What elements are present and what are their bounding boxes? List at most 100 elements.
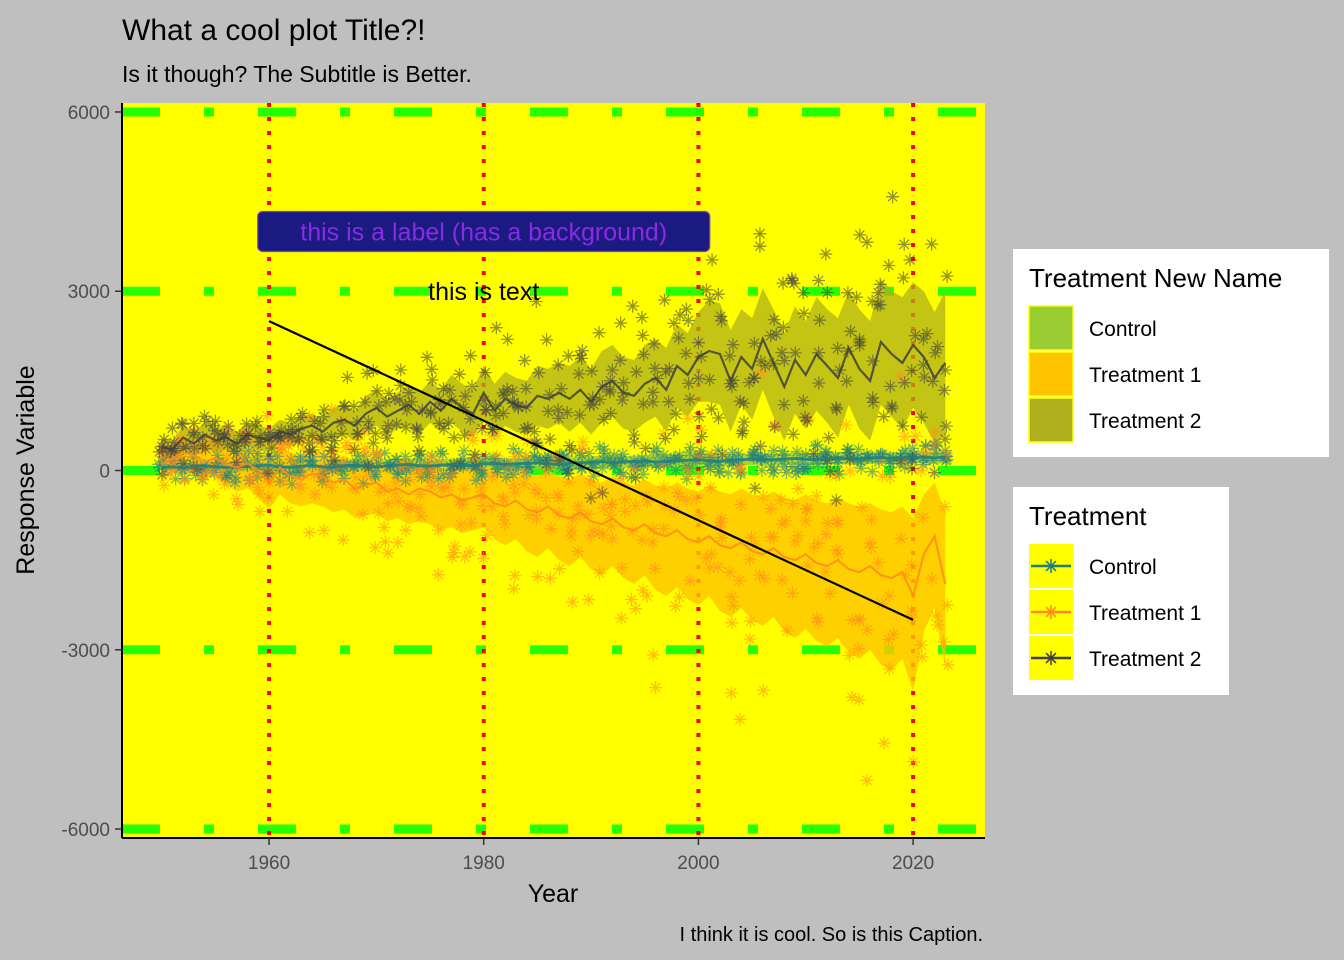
data-point bbox=[629, 602, 643, 616]
data-point bbox=[543, 388, 556, 402]
data-point bbox=[360, 366, 374, 380]
data-point bbox=[368, 541, 382, 554]
legend-key bbox=[1028, 305, 1074, 351]
data-point bbox=[693, 508, 707, 522]
data-point bbox=[905, 605, 919, 618]
data-point bbox=[821, 516, 835, 530]
data-point bbox=[306, 443, 319, 457]
data-point bbox=[629, 365, 643, 379]
data-point bbox=[296, 406, 309, 420]
data-point bbox=[174, 450, 188, 464]
data-point bbox=[335, 427, 349, 441]
data-point bbox=[297, 442, 311, 456]
data-point bbox=[458, 389, 472, 403]
data-point bbox=[157, 478, 171, 492]
data-point bbox=[585, 457, 599, 471]
data-point bbox=[673, 490, 687, 504]
data-point bbox=[456, 451, 470, 465]
data-point bbox=[465, 379, 479, 393]
data-point bbox=[389, 475, 403, 489]
data-point bbox=[233, 429, 247, 443]
data-point bbox=[217, 463, 231, 477]
data-point bbox=[672, 590, 686, 604]
data-point bbox=[517, 477, 531, 491]
data-point bbox=[648, 361, 662, 375]
data-point bbox=[775, 573, 789, 587]
data-point bbox=[478, 366, 492, 380]
data-point bbox=[926, 374, 940, 388]
data-point bbox=[219, 468, 233, 482]
data-point bbox=[402, 386, 416, 400]
data-point bbox=[522, 508, 536, 522]
data-point bbox=[898, 376, 912, 390]
data-point bbox=[511, 460, 525, 474]
data-point bbox=[167, 456, 180, 470]
data-point bbox=[468, 448, 482, 462]
data-point bbox=[592, 484, 606, 498]
data-point bbox=[370, 446, 384, 460]
data-point bbox=[831, 453, 845, 467]
data-point bbox=[925, 237, 939, 251]
data-point bbox=[616, 467, 630, 481]
data-point bbox=[786, 586, 799, 600]
data-point bbox=[575, 449, 589, 463]
data-point bbox=[841, 442, 854, 456]
data-point bbox=[542, 459, 556, 473]
data-point bbox=[463, 545, 477, 559]
data-point bbox=[338, 399, 352, 413]
data-point bbox=[657, 427, 670, 441]
data-point bbox=[896, 271, 910, 285]
data-point bbox=[799, 514, 813, 528]
y-tick-label: 0 bbox=[99, 462, 110, 483]
data-point bbox=[174, 432, 188, 446]
data-point bbox=[786, 497, 800, 511]
data-point bbox=[380, 431, 394, 445]
legend-label: Control bbox=[1089, 556, 1157, 579]
data-point bbox=[360, 446, 374, 459]
data-point bbox=[914, 638, 928, 652]
data-point bbox=[543, 571, 557, 585]
data-point bbox=[445, 467, 459, 481]
data-point bbox=[186, 428, 200, 442]
data-point bbox=[764, 502, 778, 516]
data-point bbox=[875, 469, 889, 483]
data-point bbox=[517, 466, 531, 480]
data-point bbox=[434, 397, 448, 411]
data-point bbox=[496, 406, 510, 420]
data-point bbox=[938, 444, 952, 458]
data-point bbox=[679, 347, 693, 360]
data-point bbox=[285, 477, 299, 491]
data-point bbox=[271, 449, 284, 463]
data-point bbox=[583, 476, 597, 489]
data-point bbox=[560, 406, 574, 419]
data-point bbox=[758, 572, 771, 586]
data-point bbox=[356, 507, 370, 521]
data-point bbox=[506, 442, 520, 456]
data-point bbox=[465, 428, 479, 441]
data-point bbox=[199, 415, 213, 428]
legend-key-point bbox=[1044, 605, 1058, 619]
data-point bbox=[725, 590, 739, 604]
data-point bbox=[646, 648, 660, 662]
legend-label: Treatment 2 bbox=[1089, 410, 1201, 433]
data-point bbox=[220, 451, 234, 465]
data-point bbox=[582, 446, 596, 460]
data-point bbox=[603, 508, 617, 522]
data-point bbox=[252, 435, 266, 449]
data-point bbox=[508, 569, 522, 583]
data-point bbox=[764, 329, 778, 343]
data-point bbox=[831, 517, 845, 531]
data-point bbox=[893, 369, 907, 383]
data-point bbox=[508, 485, 522, 499]
data-point bbox=[284, 412, 298, 426]
data-point bbox=[894, 532, 908, 546]
data-point bbox=[624, 592, 638, 606]
data-point bbox=[791, 460, 805, 474]
data-point bbox=[928, 438, 942, 452]
data-point bbox=[920, 327, 934, 341]
data-point bbox=[726, 599, 740, 613]
data-point bbox=[899, 568, 912, 582]
data-point bbox=[811, 457, 825, 471]
data-point bbox=[796, 286, 810, 300]
data-point bbox=[543, 432, 557, 446]
